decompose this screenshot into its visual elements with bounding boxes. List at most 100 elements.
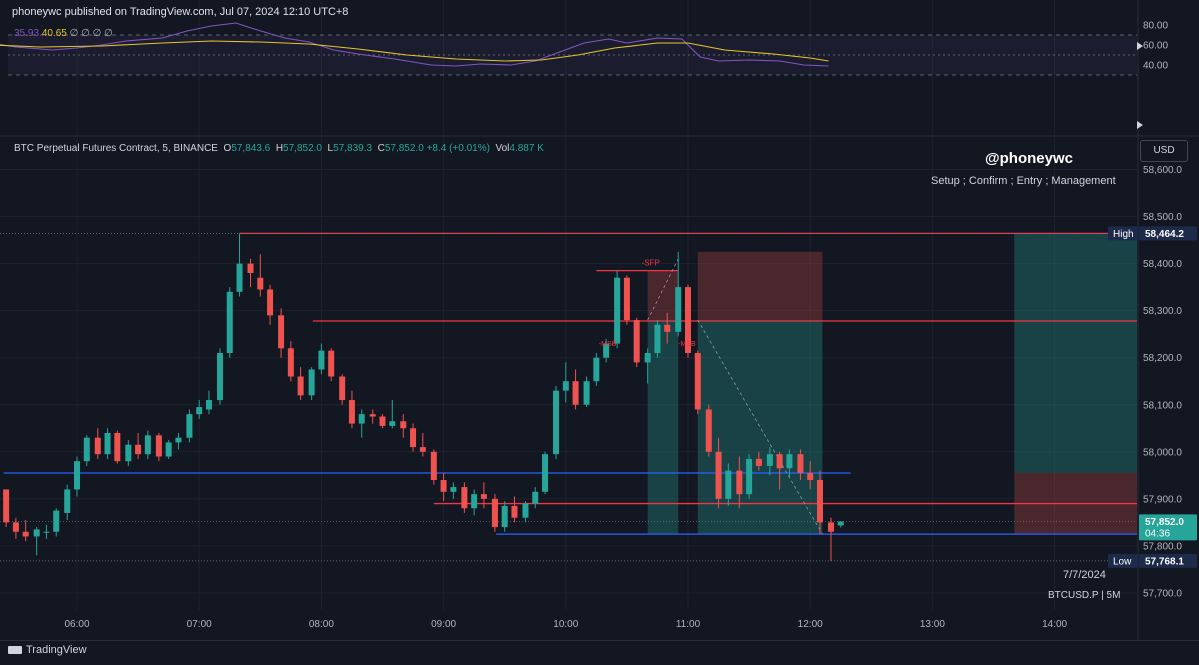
candle-body: [278, 315, 285, 349]
rsi-legend: 35.93 40.65 ∅ ∅ ∅ ∅: [14, 28, 113, 39]
candle-body: [827, 522, 834, 532]
tradingview-logo[interactable]: TradingView: [8, 644, 87, 656]
candle-body: [664, 324, 671, 332]
candle-body: [797, 454, 804, 473]
candle-body: [410, 428, 417, 448]
candle-body: [400, 421, 407, 429]
high-value: 57,852.0: [283, 143, 322, 154]
candle-body: [654, 324, 661, 353]
candle-body: [816, 480, 823, 523]
low-label: L: [327, 143, 334, 154]
rsi-value: 35.93: [14, 28, 40, 39]
candle-body: [12, 522, 19, 532]
candle-body: [440, 480, 447, 492]
date-annotation: 7/7/2024: [1063, 569, 1106, 581]
price-tag-bg: [1139, 553, 1197, 568]
candle-body: [593, 357, 600, 382]
candle-body: [135, 444, 142, 455]
candle-body: [339, 376, 346, 401]
candle-body: [328, 350, 335, 377]
candle-body: [480, 494, 487, 499]
main-legend: BTC Perpetual Futures Contract, 5, BINAN…: [14, 143, 544, 154]
close-label: C: [377, 143, 385, 154]
candles: [3, 233, 844, 561]
price-tag-bg: [1139, 226, 1197, 241]
candle-body: [358, 414, 365, 424]
volume-label: Vol: [495, 143, 510, 154]
candle-body: [675, 287, 682, 332]
candle-body: [461, 487, 468, 509]
candle-body: [236, 263, 243, 292]
candle-body: [74, 461, 80, 490]
time-tick-label: 10:00: [553, 619, 578, 630]
candle-body: [389, 421, 396, 426]
candle-body: [216, 352, 223, 401]
candle-body: [725, 470, 732, 499]
candle-body: [746, 458, 753, 495]
price-tick-label: 57,800.0: [1143, 541, 1182, 552]
price-tag-value: 57,768.1: [1145, 556, 1184, 567]
candle-body: [267, 289, 274, 316]
candle-body: [766, 454, 773, 466]
projection-line: [697, 319, 823, 535]
candle-body: [348, 400, 355, 424]
candle-body: [553, 390, 560, 455]
time-tick-label: 07:00: [187, 619, 212, 630]
rsi-arrow-lower-icon: [1137, 121, 1143, 129]
candle-body: [562, 381, 569, 391]
price-axis[interactable]: 58,600.0 58,500.0 58,400.0 58,300.0 58,200.0…: [1143, 21, 1182, 600]
currency-button[interactable]: USD: [1140, 140, 1188, 162]
time-tick-label: 14:00: [1042, 619, 1067, 630]
rsi-placeholders: ∅ ∅ ∅ ∅: [69, 28, 113, 39]
price-tick-label: 58,300.0: [1143, 306, 1182, 317]
open-value: 57,843.6: [231, 143, 271, 154]
candle-body: [542, 454, 549, 492]
candle-body: [155, 435, 162, 457]
candle-body: [583, 381, 590, 405]
price-tag-value: 58,464.2: [1145, 229, 1184, 240]
price-tags: 58,464.2 High 57,768.1 Low 57,852.004:36: [1108, 226, 1197, 568]
volume-value: 4.887 K: [509, 143, 544, 154]
candle-body: [807, 472, 814, 481]
candle-body: [379, 416, 386, 426]
target-zone: [1014, 233, 1137, 473]
candle-body: [165, 442, 172, 457]
candle-body: [114, 432, 121, 462]
candle-body: [53, 510, 60, 532]
target-zone: [647, 320, 679, 535]
candle-body: [837, 521, 844, 526]
price-tag-value: 57,852.0: [1145, 517, 1184, 528]
stop-zone: [697, 251, 823, 321]
candle-body: [705, 409, 712, 452]
candle-body: [491, 498, 498, 528]
candle-body: [685, 287, 691, 353]
rsi-tick-label: 40.00: [1143, 61, 1168, 72]
candle-body: [715, 451, 722, 499]
candle-body: [786, 454, 793, 469]
candle-body: [226, 291, 233, 353]
price-tick-label: 58,000.0: [1143, 447, 1182, 458]
time-tick-label: 13:00: [920, 619, 945, 630]
candle-body: [603, 343, 610, 358]
price-tick-label: 58,600.0: [1143, 165, 1182, 176]
candle-body: [501, 505, 508, 528]
chart-annotations: -SFP -MSB -MSB: [599, 259, 696, 348]
price-tag-bg: [1139, 514, 1197, 541]
candle-body: [633, 320, 640, 363]
price-tag-countdown: 04:36: [1145, 528, 1170, 539]
stop-zone: [647, 270, 679, 321]
price-tick-label: 57,700.0: [1143, 588, 1182, 599]
candle-body: [614, 277, 621, 344]
rsi-line: [0, 22, 829, 67]
candle-body: [419, 447, 426, 452]
price-tick-label: 57,900.0: [1143, 494, 1182, 505]
setup-subtitle: Setup ; Confirm ; Entry ; Management: [931, 175, 1116, 187]
time-tick-label: 06:00: [64, 619, 89, 630]
level-tag-label: Low: [1113, 556, 1132, 567]
sfp-label: -SFP: [642, 259, 660, 268]
candle-body: [694, 352, 701, 410]
high-label: H: [275, 143, 284, 154]
candle-body: [94, 437, 101, 455]
time-axis[interactable]: 06:00 07:00 08:00 09:00 10:00 11:00 12:00 13:00…: [64, 619, 1067, 630]
